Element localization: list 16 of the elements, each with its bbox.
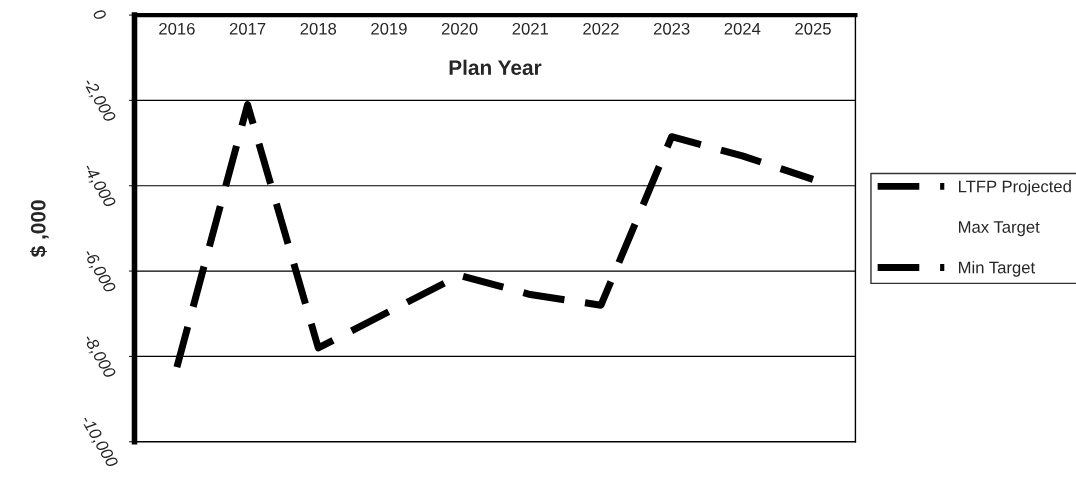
legend-label: LTFP Projected	[959, 180, 1071, 196]
y-axis-title: $ ,000	[29, 200, 49, 258]
text: Max Target	[959, 221, 1040, 237]
x-tick-label: 2023	[653, 22, 690, 35]
x-tick-label: 2021	[512, 22, 549, 35]
x-tick-label: 2018	[300, 22, 337, 35]
x-tick-label: 2016	[159, 22, 195, 35]
x-tick-label: 2025	[795, 22, 831, 35]
y-tick-label: 0	[92, 8, 107, 22]
x-tick-label: 2022	[583, 22, 619, 35]
x-axis-title: Plan Year	[449, 59, 542, 75]
legend-label: Min Target	[959, 261, 1036, 277]
x-tick-label: 2019	[371, 22, 407, 35]
x-tick-label: 2017	[229, 22, 266, 35]
x-tick-label: 2020	[441, 22, 478, 35]
x-tick-label: 2024	[724, 22, 761, 35]
